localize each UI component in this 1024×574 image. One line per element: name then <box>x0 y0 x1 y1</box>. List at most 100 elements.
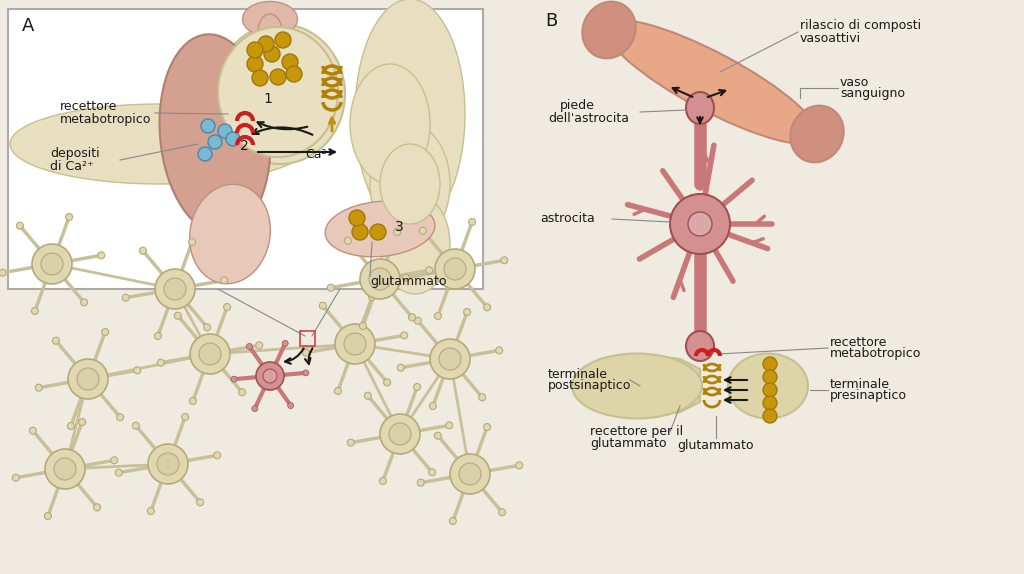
Text: terminale: terminale <box>548 367 608 381</box>
Circle shape <box>117 414 124 421</box>
Circle shape <box>247 56 263 72</box>
Circle shape <box>319 302 327 309</box>
Circle shape <box>157 453 179 475</box>
Circle shape <box>252 406 258 412</box>
Circle shape <box>763 396 777 410</box>
Circle shape <box>450 518 457 525</box>
Ellipse shape <box>243 2 298 37</box>
Circle shape <box>147 507 155 514</box>
Text: glutammato: glutammato <box>370 274 446 288</box>
Circle shape <box>44 513 51 519</box>
Circle shape <box>77 368 99 390</box>
Circle shape <box>81 299 88 306</box>
Circle shape <box>197 499 204 506</box>
Circle shape <box>148 444 188 484</box>
Circle shape <box>384 379 390 386</box>
Circle shape <box>218 124 232 138</box>
Circle shape <box>302 349 309 356</box>
Circle shape <box>439 348 461 370</box>
Circle shape <box>32 244 72 284</box>
Ellipse shape <box>380 194 450 294</box>
Text: recettore per il: recettore per il <box>590 425 683 439</box>
Circle shape <box>12 474 19 481</box>
Circle shape <box>430 339 470 379</box>
Circle shape <box>93 504 100 511</box>
Circle shape <box>263 369 278 383</box>
Circle shape <box>231 376 238 382</box>
Circle shape <box>483 424 490 430</box>
Circle shape <box>763 357 777 371</box>
Circle shape <box>417 479 424 486</box>
Text: postsinaptico: postsinaptico <box>548 379 632 393</box>
Circle shape <box>409 314 416 321</box>
Circle shape <box>763 370 777 384</box>
Circle shape <box>444 258 466 280</box>
Circle shape <box>400 332 408 339</box>
Circle shape <box>155 332 162 339</box>
Circle shape <box>134 367 140 374</box>
Circle shape <box>478 394 485 401</box>
Text: piede: piede <box>560 99 595 113</box>
Circle shape <box>158 359 164 366</box>
Circle shape <box>68 422 75 429</box>
Circle shape <box>190 334 230 374</box>
Ellipse shape <box>791 106 844 162</box>
Circle shape <box>97 252 104 259</box>
Circle shape <box>344 237 351 244</box>
Circle shape <box>66 214 73 220</box>
Circle shape <box>204 324 211 331</box>
Text: B: B <box>545 12 557 30</box>
Circle shape <box>670 194 730 254</box>
Text: terminale: terminale <box>830 378 890 390</box>
Circle shape <box>30 427 37 434</box>
Circle shape <box>344 333 366 355</box>
Circle shape <box>54 458 76 480</box>
Ellipse shape <box>370 124 450 244</box>
Circle shape <box>688 212 712 236</box>
Ellipse shape <box>583 2 636 59</box>
Circle shape <box>516 462 522 469</box>
Circle shape <box>221 277 227 284</box>
Ellipse shape <box>326 201 435 257</box>
Circle shape <box>155 269 195 309</box>
Circle shape <box>359 323 367 329</box>
Circle shape <box>181 413 188 421</box>
Text: A: A <box>22 17 35 35</box>
Circle shape <box>415 317 421 324</box>
Ellipse shape <box>686 92 714 124</box>
Circle shape <box>429 469 435 476</box>
Text: recettore: recettore <box>830 335 888 348</box>
Circle shape <box>380 414 420 454</box>
Circle shape <box>365 392 372 399</box>
Circle shape <box>122 294 129 301</box>
Circle shape <box>174 312 181 319</box>
Text: Ca²⁺: Ca²⁺ <box>305 149 333 161</box>
Ellipse shape <box>215 24 345 164</box>
Circle shape <box>469 219 475 226</box>
Ellipse shape <box>218 27 338 157</box>
Circle shape <box>435 249 475 289</box>
Ellipse shape <box>350 64 430 184</box>
Circle shape <box>286 66 302 82</box>
Ellipse shape <box>355 0 465 229</box>
Circle shape <box>223 304 230 311</box>
Circle shape <box>189 397 197 405</box>
Circle shape <box>0 269 6 276</box>
Text: metabotropico: metabotropico <box>830 347 922 360</box>
Circle shape <box>264 46 280 62</box>
Circle shape <box>420 227 426 234</box>
Circle shape <box>393 228 400 235</box>
Circle shape <box>79 418 86 425</box>
Circle shape <box>199 343 221 365</box>
Circle shape <box>434 312 441 320</box>
Circle shape <box>369 293 376 301</box>
Circle shape <box>256 342 263 349</box>
Text: recettore: recettore <box>60 100 118 114</box>
Text: vaso: vaso <box>840 76 869 88</box>
Circle shape <box>459 463 481 485</box>
Circle shape <box>763 409 777 423</box>
Polygon shape <box>580 354 700 416</box>
Circle shape <box>139 247 146 254</box>
Circle shape <box>270 69 286 85</box>
Ellipse shape <box>160 34 270 234</box>
